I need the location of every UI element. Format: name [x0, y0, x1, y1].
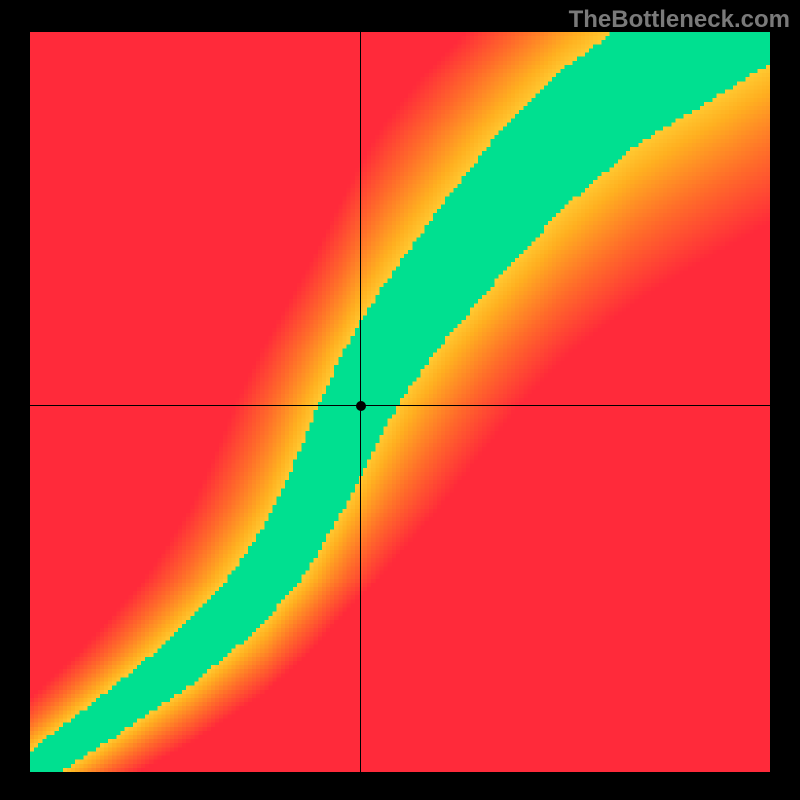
crosshair-horizontal: [30, 405, 770, 406]
heatmap-canvas: [30, 32, 770, 772]
watermark-text: TheBottleneck.com: [569, 6, 790, 34]
crosshair-marker: [356, 401, 366, 411]
plot-area: [30, 32, 770, 772]
